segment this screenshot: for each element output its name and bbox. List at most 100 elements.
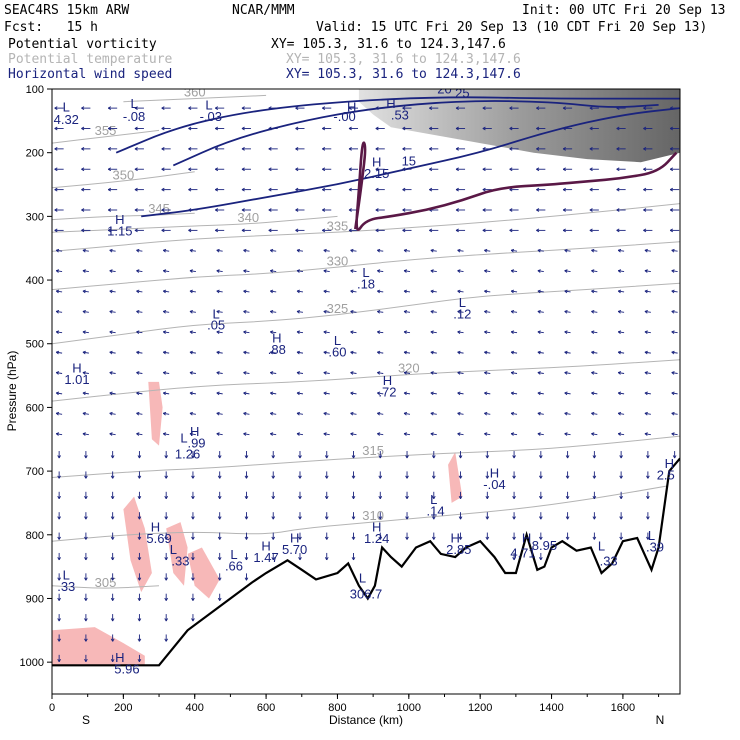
wind-vector-head: [669, 126, 673, 131]
wind-vector: [644, 392, 651, 395]
wind-vector: [109, 331, 116, 334]
wind-vector-head: [214, 167, 219, 172]
wind-vector-head: [134, 106, 138, 110]
wind-vector-head: [55, 269, 60, 273]
wind-vector: [296, 331, 304, 334]
wind-vector-head: [377, 411, 381, 416]
wind-vector-head: [455, 147, 459, 151]
wind-vector-head: [619, 455, 623, 459]
wind-vector-head: [137, 557, 142, 561]
wind-vector: [82, 331, 89, 334]
wind-vector-head: [217, 536, 222, 540]
wind-vector-head: [403, 350, 408, 355]
x-axis-label: Distance (km): [329, 713, 403, 727]
wind-vector-head: [564, 411, 568, 416]
wind-vector-head: [564, 289, 568, 294]
wind-vector-head: [82, 350, 86, 355]
wind-vector-head: [137, 516, 142, 520]
wind-vector-head: [189, 289, 193, 294]
wind-vector-head: [162, 371, 167, 375]
high-marker: H: [115, 650, 124, 665]
wind-vector: [189, 412, 196, 415]
wind-vector-head: [164, 577, 169, 581]
wind-vector-head: [484, 309, 488, 314]
wind-vector: [109, 412, 116, 415]
wind-vector: [377, 412, 384, 415]
high-marker: H: [490, 465, 499, 480]
wind-vector-head: [565, 455, 570, 459]
wind-vector-head: [214, 228, 219, 233]
field-theta-name: Potential temperature: [8, 52, 173, 67]
wind-vector-head: [324, 475, 329, 479]
wind-vector: [243, 290, 250, 293]
extremum-value: 1.24: [364, 531, 389, 546]
wind-vector-head: [348, 147, 352, 151]
header-org: NCAR/MMM: [232, 3, 295, 18]
wind-vector: [564, 249, 571, 252]
wind-vector-head: [84, 658, 88, 663]
wind-vector: [82, 412, 89, 415]
wind-vector-head: [109, 391, 113, 396]
high-marker: H: [261, 539, 270, 554]
wind-vector-head: [671, 309, 675, 314]
wind-vector-head: [162, 248, 167, 253]
wind-vector-head: [351, 475, 356, 479]
wind-vector-head: [351, 557, 356, 561]
wind-vector-head: [322, 126, 326, 131]
wind-vector-head: [162, 269, 167, 273]
wind-vector-head: [405, 495, 409, 500]
wind-vector: [323, 290, 330, 293]
wind-vector-head: [619, 475, 623, 479]
x-tick-label: 1200: [468, 702, 492, 714]
wind-vector-head: [136, 371, 140, 375]
wind-vector-head: [671, 289, 675, 294]
wind-vector: [484, 290, 491, 293]
wind-vector: [377, 249, 384, 252]
wind-vector-head: [161, 147, 165, 151]
header-model: SEAC4RS 15km ARW: [4, 3, 130, 18]
wind-vector-head: [430, 289, 434, 294]
wind-vector-head: [564, 371, 568, 375]
wind-vector-head: [136, 309, 140, 314]
x-tick-label: 1600: [611, 702, 635, 714]
wind-vector-head: [217, 557, 222, 561]
wind-vector-head: [271, 475, 276, 479]
wind-vector-head: [216, 269, 220, 273]
wind-vector-head: [430, 248, 434, 253]
wind-vector-head: [323, 289, 327, 294]
wind-vector: [82, 433, 89, 436]
wind-vector: [511, 392, 518, 395]
wind-vector-head: [403, 309, 408, 314]
wind-vector: [377, 290, 384, 293]
theta-contour-330: [52, 241, 680, 291]
wind-vector: [189, 372, 196, 374]
wind-vector-head: [591, 248, 595, 253]
theta-contour-315: [52, 435, 680, 478]
extremum-value: .12: [453, 306, 471, 321]
wind-vector-head: [429, 147, 433, 151]
wind-vector-head: [189, 248, 193, 253]
wind-vector-head: [162, 309, 167, 314]
wind-vector-head: [81, 228, 85, 233]
wind-vector-head: [455, 187, 459, 192]
extremum-value: 5.69: [146, 531, 171, 546]
wind-vector-head: [484, 269, 488, 273]
y-tick-label: 600: [26, 402, 44, 414]
theta-contour-label: 360: [184, 85, 206, 100]
wind-vector-head: [110, 618, 115, 622]
wind-vector-head: [591, 391, 595, 396]
wind-vector-head: [510, 411, 515, 416]
wind-vector: [564, 392, 571, 395]
theta-contour-label: 325: [327, 301, 349, 316]
wind-vector-head: [643, 106, 647, 110]
wind-vector-head: [271, 516, 276, 520]
wind-vector: [243, 351, 250, 354]
wind-vector: [591, 310, 598, 313]
wind-vector-head: [643, 187, 647, 192]
wind-vector-head: [539, 455, 543, 459]
wind-vector: [323, 249, 330, 252]
wind-vector: [484, 331, 491, 334]
wind-vector-head: [485, 475, 490, 479]
wind-vector-head: [268, 208, 272, 212]
wind-vector: [537, 433, 544, 436]
